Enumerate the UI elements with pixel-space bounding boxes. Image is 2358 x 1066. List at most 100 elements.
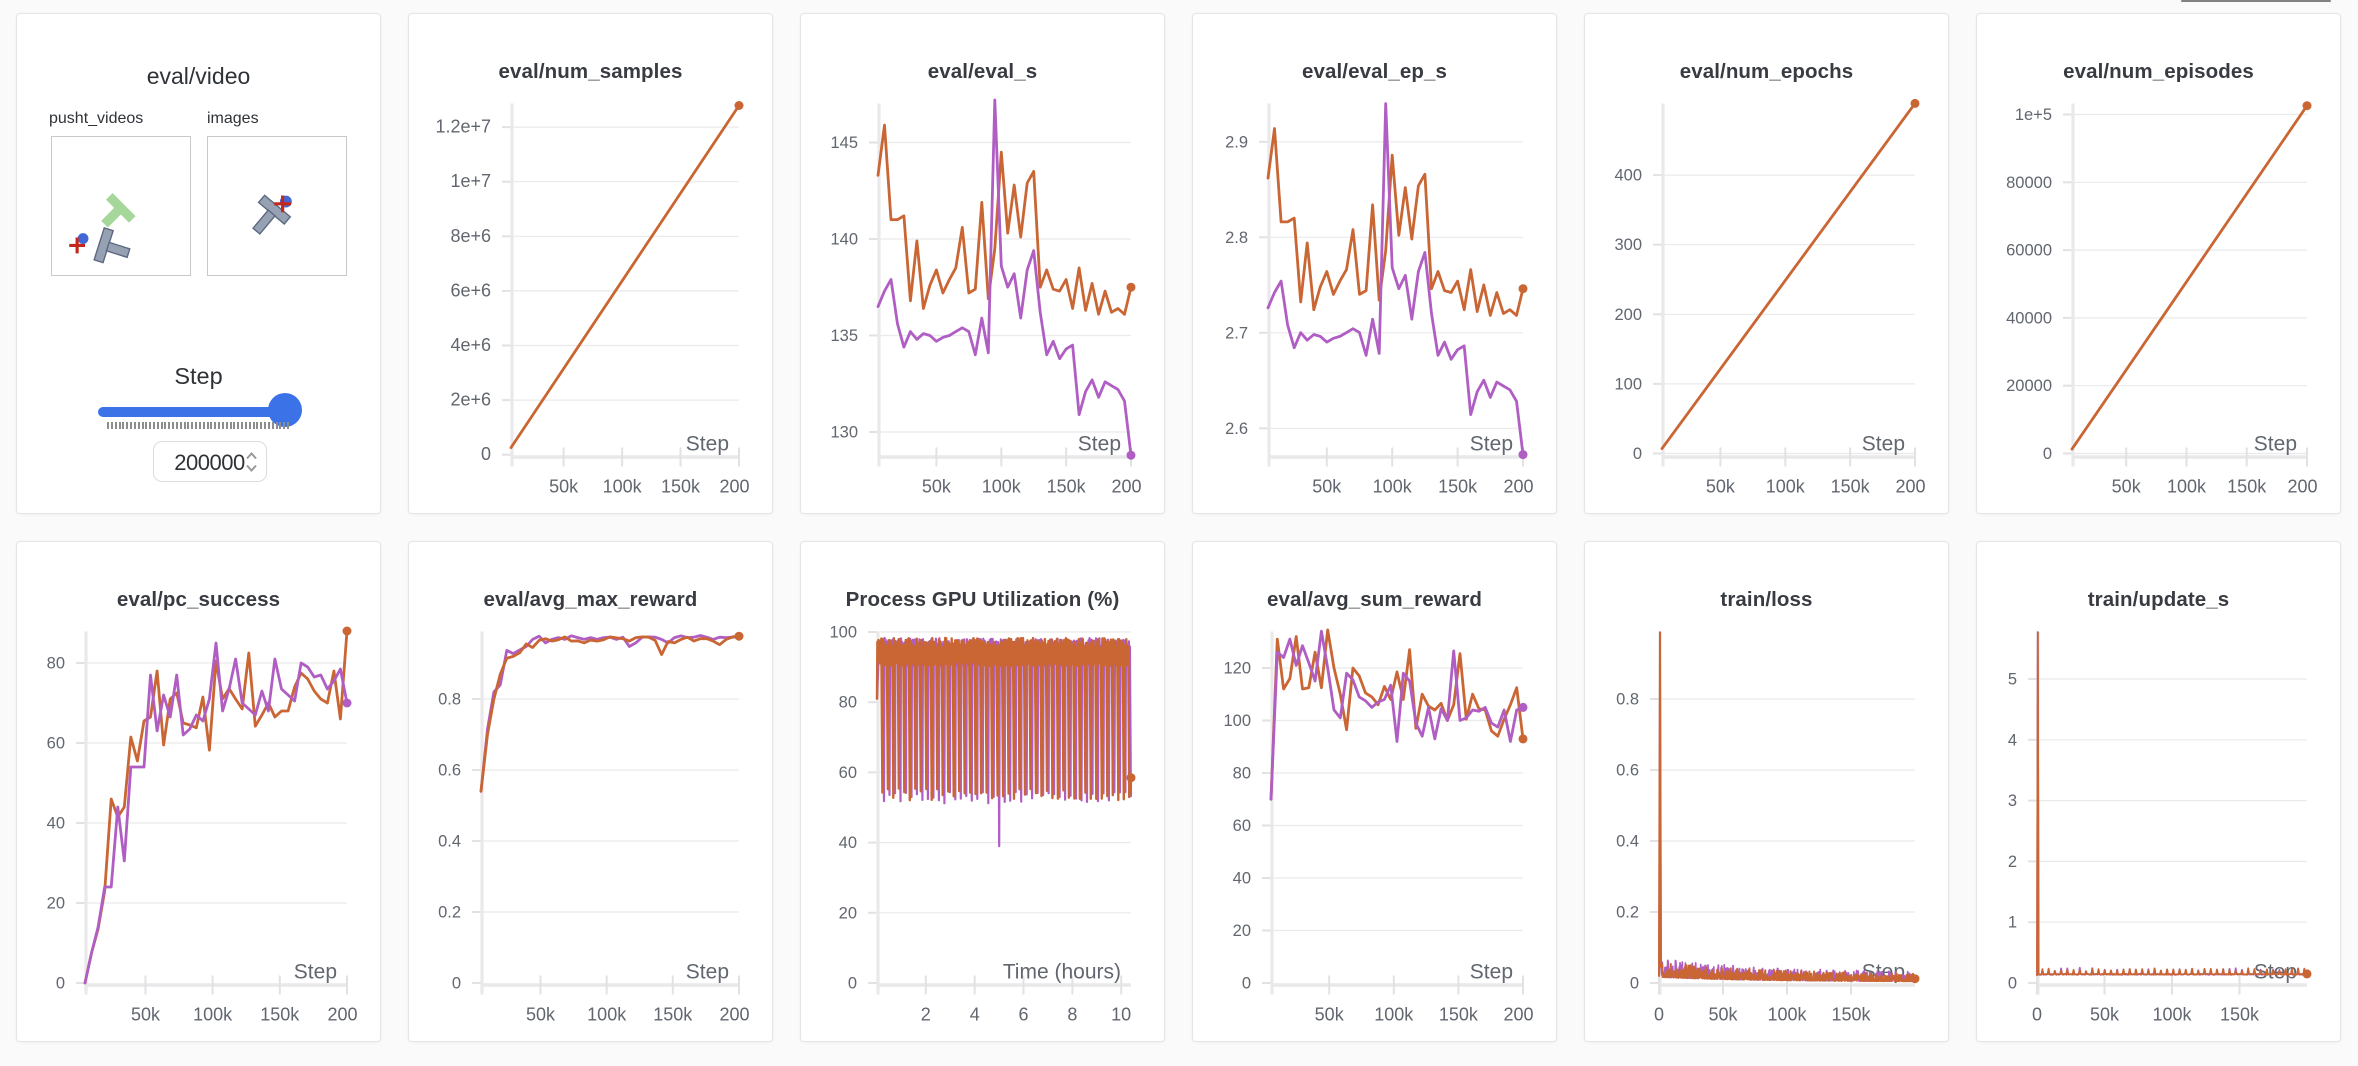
svg-text:100: 100 xyxy=(1614,375,1642,393)
svg-text:0.6: 0.6 xyxy=(438,762,461,780)
svg-text:40: 40 xyxy=(47,815,65,833)
svg-text:400: 400 xyxy=(1614,167,1642,185)
svg-text:50k: 50k xyxy=(131,1005,161,1025)
svg-text:140: 140 xyxy=(830,231,858,249)
svg-text:4: 4 xyxy=(970,1005,980,1025)
svg-text:3: 3 xyxy=(2008,792,2017,810)
svg-text:40000: 40000 xyxy=(2006,309,2052,327)
svg-text:0: 0 xyxy=(2043,445,2052,463)
svg-text:Step: Step xyxy=(1470,961,1513,984)
svg-text:200: 200 xyxy=(719,1005,749,1025)
svg-text:0: 0 xyxy=(56,975,65,993)
svg-text:60000: 60000 xyxy=(2006,242,2052,260)
svg-text:150k: 150k xyxy=(661,477,701,497)
svg-text:100k: 100k xyxy=(1374,1005,1414,1025)
svg-text:1.2e+7: 1.2e+7 xyxy=(435,117,491,137)
svg-text:2.9: 2.9 xyxy=(1225,133,1248,151)
svg-text:150k: 150k xyxy=(1047,477,1087,497)
svg-text:40: 40 xyxy=(1233,870,1251,888)
svg-text:2.6: 2.6 xyxy=(1225,420,1248,438)
svg-text:Step: Step xyxy=(686,433,729,456)
svg-text:Step: Step xyxy=(1862,433,1905,456)
svg-text:100k: 100k xyxy=(2152,1005,2192,1025)
svg-text:Step: Step xyxy=(2254,961,2297,984)
svg-text:100k: 100k xyxy=(1767,1005,1807,1025)
svg-text:6: 6 xyxy=(1018,1005,1028,1025)
svg-text:0.8: 0.8 xyxy=(1616,691,1639,709)
svg-text:0: 0 xyxy=(1654,1005,1664,1025)
svg-text:150k: 150k xyxy=(260,1005,300,1025)
svg-text:150k: 150k xyxy=(1439,1005,1479,1025)
svg-text:8e+6: 8e+6 xyxy=(450,226,491,246)
svg-text:6e+6: 6e+6 xyxy=(450,280,491,300)
svg-text:50k: 50k xyxy=(1706,477,1736,497)
svg-text:80: 80 xyxy=(47,655,65,673)
svg-text:80: 80 xyxy=(839,694,857,712)
svg-text:8: 8 xyxy=(1067,1005,1077,1025)
svg-text:0: 0 xyxy=(848,975,857,993)
svg-text:0: 0 xyxy=(481,444,491,464)
svg-text:1e+7: 1e+7 xyxy=(450,171,491,191)
svg-text:50k: 50k xyxy=(1708,1005,1738,1025)
svg-text:100k: 100k xyxy=(587,1005,627,1025)
svg-text:2e+6: 2e+6 xyxy=(450,390,491,410)
svg-text:50k: 50k xyxy=(526,1005,556,1025)
svg-text:20: 20 xyxy=(839,904,857,922)
svg-text:2: 2 xyxy=(2008,853,2017,871)
svg-text:0: 0 xyxy=(452,975,461,993)
svg-text:60: 60 xyxy=(1233,817,1251,835)
svg-text:200: 200 xyxy=(327,1005,357,1025)
svg-text:200: 200 xyxy=(1503,1005,1533,1025)
svg-text:60: 60 xyxy=(839,764,857,782)
svg-text:200: 200 xyxy=(1503,477,1533,497)
svg-text:150k: 150k xyxy=(1438,477,1478,497)
svg-text:Step: Step xyxy=(2254,433,2297,456)
svg-text:0.2: 0.2 xyxy=(438,904,461,922)
svg-text:200: 200 xyxy=(1111,477,1141,497)
svg-text:20: 20 xyxy=(1233,922,1251,940)
svg-text:0.4: 0.4 xyxy=(1616,833,1639,851)
svg-text:150k: 150k xyxy=(2220,1005,2260,1025)
svg-text:150k: 150k xyxy=(1831,477,1871,497)
svg-text:0: 0 xyxy=(1633,445,1642,463)
svg-text:145: 145 xyxy=(830,134,858,152)
svg-text:10: 10 xyxy=(1111,1005,1131,1025)
svg-text:150k: 150k xyxy=(1831,1005,1871,1025)
svg-text:60: 60 xyxy=(47,735,65,753)
svg-text:0: 0 xyxy=(2032,1005,2042,1025)
svg-text:150k: 150k xyxy=(2227,477,2267,497)
svg-text:Step: Step xyxy=(294,961,337,984)
svg-text:150k: 150k xyxy=(653,1005,693,1025)
svg-text:50k: 50k xyxy=(922,477,952,497)
svg-text:20: 20 xyxy=(47,895,65,913)
svg-text:100k: 100k xyxy=(193,1005,233,1025)
svg-text:0.6: 0.6 xyxy=(1616,762,1639,780)
svg-text:50k: 50k xyxy=(549,477,579,497)
svg-text:80: 80 xyxy=(1233,765,1251,783)
svg-text:200: 200 xyxy=(719,477,749,497)
svg-text:100: 100 xyxy=(829,624,857,642)
svg-text:40: 40 xyxy=(839,834,857,852)
svg-text:100k: 100k xyxy=(1373,477,1413,497)
svg-text:0: 0 xyxy=(1630,975,1639,993)
svg-text:50k: 50k xyxy=(2090,1005,2120,1025)
svg-text:0: 0 xyxy=(1242,975,1251,993)
svg-text:1e+5: 1e+5 xyxy=(2015,106,2052,124)
svg-text:50k: 50k xyxy=(1315,1005,1345,1025)
svg-text:50k: 50k xyxy=(2112,477,2142,497)
svg-text:Step: Step xyxy=(1078,433,1121,456)
svg-text:135: 135 xyxy=(830,327,858,345)
svg-text:4e+6: 4e+6 xyxy=(450,335,491,355)
svg-text:200: 200 xyxy=(1614,306,1642,324)
svg-text:1: 1 xyxy=(2008,914,2017,932)
svg-text:50k: 50k xyxy=(1312,477,1342,497)
svg-text:Time (hours): Time (hours) xyxy=(1003,961,1121,984)
svg-text:4: 4 xyxy=(2008,731,2017,749)
svg-text:5: 5 xyxy=(2008,671,2017,689)
svg-text:2: 2 xyxy=(921,1005,931,1025)
svg-text:0: 0 xyxy=(2008,975,2017,993)
svg-text:100k: 100k xyxy=(2167,477,2207,497)
svg-text:2.7: 2.7 xyxy=(1225,324,1248,342)
svg-text:100k: 100k xyxy=(982,477,1022,497)
svg-text:100k: 100k xyxy=(603,477,643,497)
